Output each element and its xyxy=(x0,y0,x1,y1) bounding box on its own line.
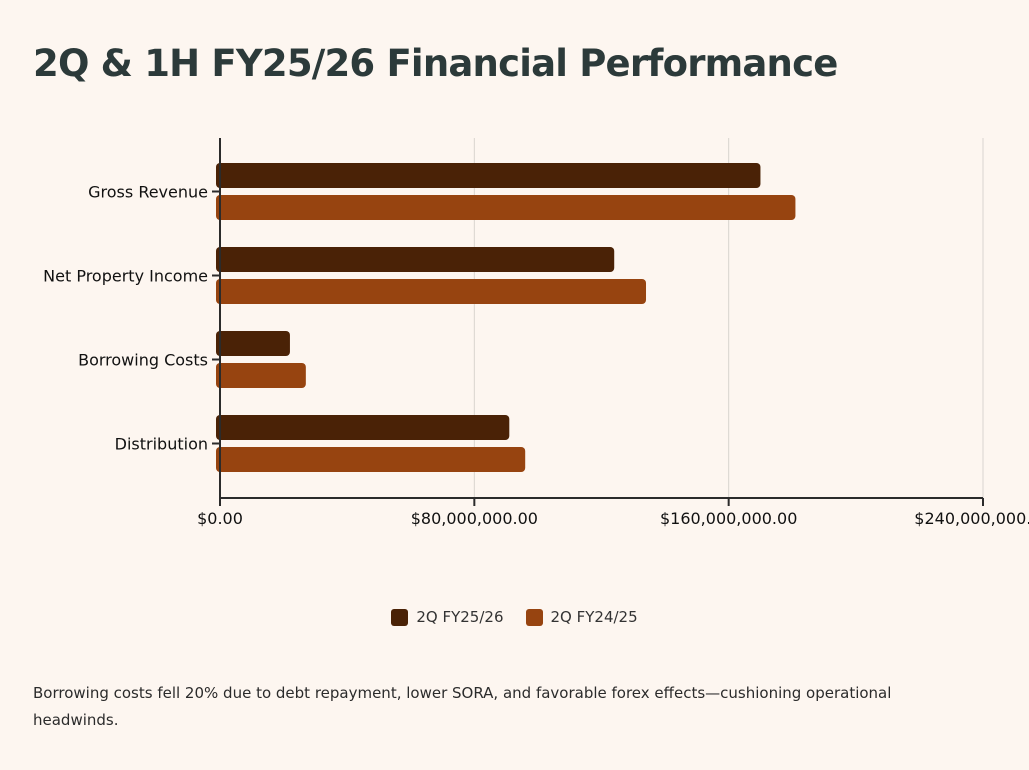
bars xyxy=(216,163,796,472)
bar-net-property-income-series-1[interactable] xyxy=(216,279,647,304)
legend-swatch xyxy=(525,608,543,626)
bar-borrowing-costs-series-0[interactable] xyxy=(216,331,290,356)
y-tick-label: Net Property Income xyxy=(43,267,208,286)
x-tick-label: $240,000,000.00 xyxy=(914,509,1029,528)
y-tick-label: Borrowing Costs xyxy=(78,351,208,370)
chart-legend: 2Q FY25/26 2Q FY24/25 xyxy=(0,608,1029,626)
bar-borrowing-costs-series-1[interactable] xyxy=(216,363,306,388)
x-tick-label: $80,000,000.00 xyxy=(411,509,538,528)
grid-lines xyxy=(473,138,984,498)
legend-item-2q-fy24-25[interactable]: 2Q FY24/25 xyxy=(525,608,638,626)
bar-chart: Gross Revenue Net Property Income Borrowin… xyxy=(43,138,1029,529)
chart-caption: Borrowing costs fell 20% due to debt rep… xyxy=(33,684,892,729)
bar-distribution-series-0[interactable] xyxy=(216,415,510,440)
axes xyxy=(212,138,984,506)
y-tick-label: Gross Revenue xyxy=(88,183,208,202)
legend-label: 2Q FY24/25 xyxy=(550,608,638,626)
x-tick-label: $160,000,000.00 xyxy=(660,509,797,528)
x-tick-label: $0.00 xyxy=(197,509,243,528)
bar-distribution-series-1[interactable] xyxy=(216,447,526,472)
legend-swatch xyxy=(391,608,409,626)
legend-item-2q-fy25-26[interactable]: 2Q FY25/26 xyxy=(391,608,504,626)
bar-gross-revenue-series-0[interactable] xyxy=(216,163,761,188)
legend-label: 2Q FY25/26 xyxy=(416,608,504,626)
page-title: 2Q & 1H FY25/26 Financial Performance xyxy=(33,42,838,85)
y-tick-label: Distribution xyxy=(115,435,208,454)
bar-net-property-income-series-0[interactable] xyxy=(216,247,615,272)
bar-gross-revenue-series-1[interactable] xyxy=(216,195,796,220)
axis-labels: Gross Revenue Net Property Income Borrowin… xyxy=(43,183,1029,529)
